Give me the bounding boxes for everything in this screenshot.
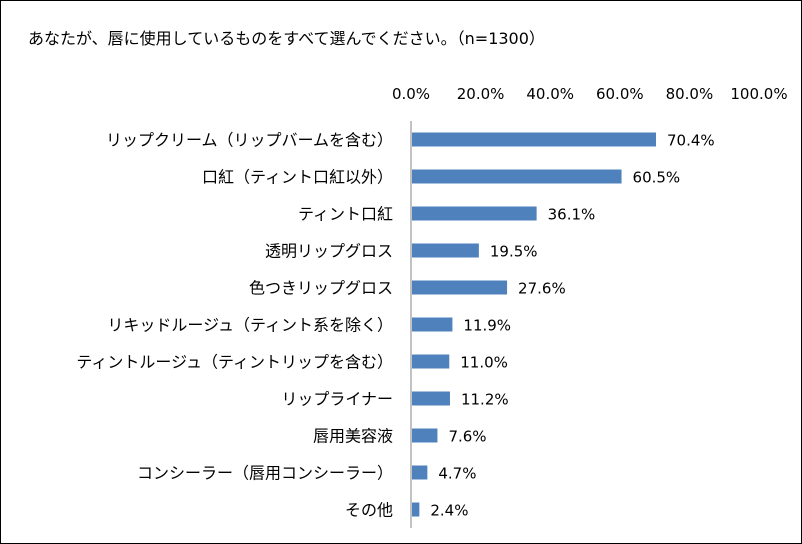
category-label: 色つきリップグロス xyxy=(249,279,393,298)
bar xyxy=(412,317,453,332)
bar xyxy=(412,280,508,295)
value-label: 11.0% xyxy=(460,354,508,372)
x-tick-label: 20.0% xyxy=(457,85,505,103)
chart-title: あなたが、唇に使用しているものをすべて選んでください。（n=1300） xyxy=(28,29,545,48)
category-label: 透明リップグロス xyxy=(265,242,393,261)
value-label: 19.5% xyxy=(490,243,538,261)
category-label: コンシーラー（唇用コンシーラー） xyxy=(137,464,393,483)
category-label: ティントルージュ（ティントリップを含む） xyxy=(76,353,393,372)
bar xyxy=(412,169,622,184)
category-label: 口紅（ティント口紅以外） xyxy=(202,168,393,187)
x-tick-label: 60.0% xyxy=(596,85,644,103)
value-label: 4.7% xyxy=(438,465,476,483)
bar xyxy=(412,502,420,517)
category-label: その他 xyxy=(345,501,393,520)
bar xyxy=(412,354,450,369)
category-label: ティント口紅 xyxy=(298,205,393,224)
bar xyxy=(412,428,438,443)
x-tick-label: 40.0% xyxy=(526,85,574,103)
bar xyxy=(412,206,537,221)
category-labels: リップクリーム（リップバームを含む） 口紅（ティント口紅以外） ティント口紅透明リッ… xyxy=(76,131,393,520)
value-label: 2.4% xyxy=(430,502,468,520)
bar xyxy=(412,243,479,258)
bar xyxy=(412,132,656,147)
value-label: 70.4% xyxy=(667,132,715,150)
value-label: 36.1% xyxy=(548,206,596,224)
bar xyxy=(412,465,428,480)
category-label: リップライナー xyxy=(281,390,393,409)
bar xyxy=(412,391,450,406)
bars xyxy=(412,132,656,517)
category-label: 唇用美容液 xyxy=(313,427,393,446)
x-tick-label: 80.0% xyxy=(666,85,714,103)
x-tick-label: 0.0% xyxy=(392,85,430,103)
value-labels: 70.4% 60.5% 36.1% 19.5% 27.6% 11.9% 11.0% 11.2%… xyxy=(430,132,714,520)
category-label: リップクリーム（リップバームを含む） xyxy=(106,131,393,150)
value-label: 11.2% xyxy=(461,391,509,409)
value-label: 7.6% xyxy=(448,428,486,446)
x-axis-ticks: 0.0% 20.0% 40.0% 60.0% 80.0% 100.0% xyxy=(392,85,788,103)
x-tick-label: 100.0% xyxy=(730,85,787,103)
value-label: 27.6% xyxy=(518,280,566,298)
category-label: リキッドルージュ（ティント系を除く） xyxy=(107,316,393,335)
value-label: 11.9% xyxy=(463,317,511,335)
value-label: 60.5% xyxy=(633,169,681,187)
